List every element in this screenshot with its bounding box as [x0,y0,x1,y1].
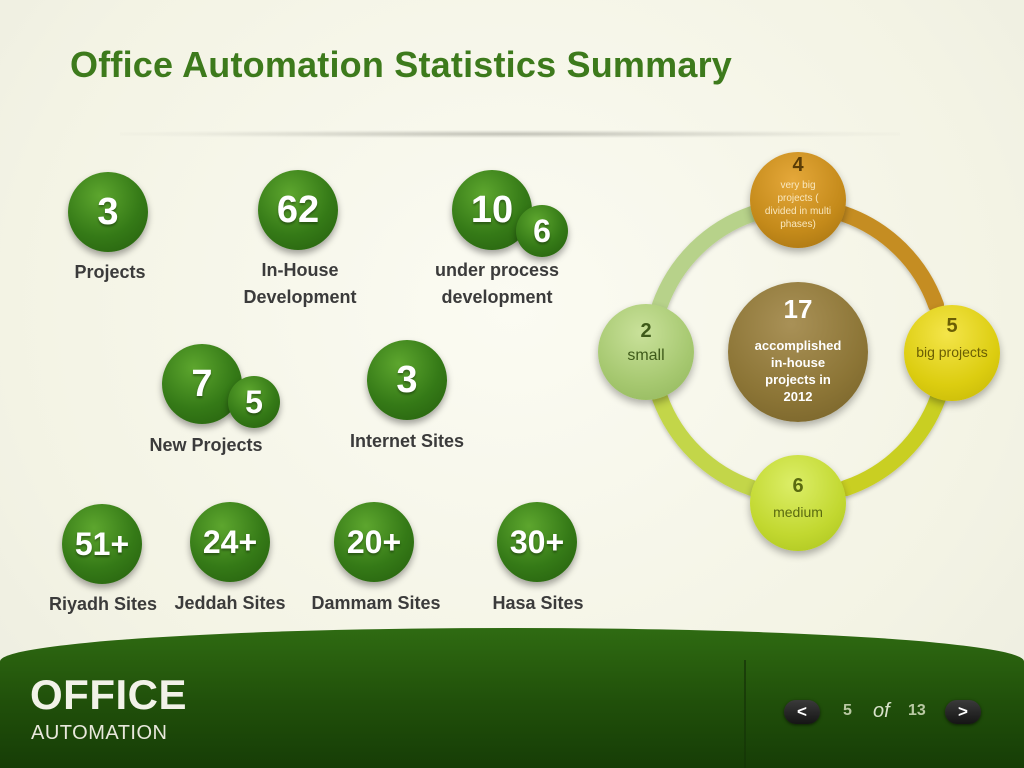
cycle-node-accomplished: 17 accomplished in-house projects in 201… [728,282,868,422]
footer-divider [744,660,746,768]
big-label: big projects [916,344,988,360]
projects-label: Projects [74,262,146,282]
dammam-count-ball: 20+ [334,502,414,582]
inhouse-count-ball: 62 [258,170,338,250]
small-count: 2 [640,320,652,342]
inhouse-label: In-House Development [218,257,382,311]
jeddah-label: Jeddah Sites [174,593,286,613]
big-count: 5 [946,315,958,337]
jeddah-count: 24+ [202,523,258,560]
medium-count: 6 [792,475,804,497]
riyadh-count: 51+ [74,525,130,562]
new-projects-count: 7 [191,362,213,405]
page-title: Office Automation Statistics Summary [70,44,733,85]
new-projects-sub-count: 5 [245,383,263,420]
projects-count-ball: 3 [68,172,148,252]
under-process-label-line2: development [441,287,553,307]
footer-bar [0,628,1024,768]
cycle-node-medium: 6 medium [750,455,846,551]
dammam-count: 20+ [346,523,402,560]
inhouse-label-line2: Development [243,287,357,307]
chevron-left-icon: < [797,702,807,721]
ring-arc-left-top [652,206,760,313]
prev-slide-button[interactable]: < [784,700,820,724]
cycle-node-big: 5 big projects [904,305,1000,401]
new-projects-sub-ball: 5 [228,376,280,428]
cycle-node-small: 2 small [598,304,694,400]
internet-sites-count-ball: 3 [367,340,447,420]
under-process-count: 10 [470,188,514,231]
hasa-count-ball: 30+ [497,502,577,582]
riyadh-label: Riyadh Sites [48,594,158,614]
dammam-label: Dammam Sites [311,593,441,613]
very-big-count: 4 [792,154,804,176]
title-divider [120,130,900,138]
under-process-sub-count: 6 [533,212,551,249]
jeddah-count-ball: 24+ [190,502,270,582]
under-process-sub-ball: 6 [516,205,568,257]
cycle-node-very-big: 4 very big projects ( divided in multi p… [750,152,846,248]
chevron-right-icon: > [958,702,968,721]
under-process-label: under process development [420,257,574,311]
total-pages-number: 13 [908,702,926,719]
next-slide-button[interactable]: > [945,700,981,724]
medium-label: medium [773,504,823,520]
internet-sites-count: 3 [396,358,418,401]
brand-subtitle: AUTOMATION [31,722,168,744]
page-of-label: of [873,700,890,722]
ring-arc-top-right [836,206,944,313]
ring-arc-bottom-left [652,390,760,496]
accomplished-label: accomplished in-house projects in 2012 [754,338,842,404]
current-page-number: 5 [843,702,852,719]
internet-sites-label: Internet Sites [349,431,465,451]
ring-arc-right-bottom [838,390,946,496]
small-label: small [627,347,665,364]
brand-title: OFFICE [30,671,187,718]
under-process-label-line1: under process [434,260,560,280]
riyadh-count-ball: 51+ [62,504,142,584]
very-big-label: very big projects ( divided in multi pha… [764,180,832,230]
hasa-count: 30+ [509,523,565,560]
inhouse-count: 62 [276,188,320,231]
accomplished-count: 17 [783,294,813,324]
hasa-label: Hasa Sites [492,593,584,613]
inhouse-label-line1: In-House [261,260,339,280]
projects-count: 3 [97,190,119,233]
new-projects-label: New Projects [149,435,263,455]
